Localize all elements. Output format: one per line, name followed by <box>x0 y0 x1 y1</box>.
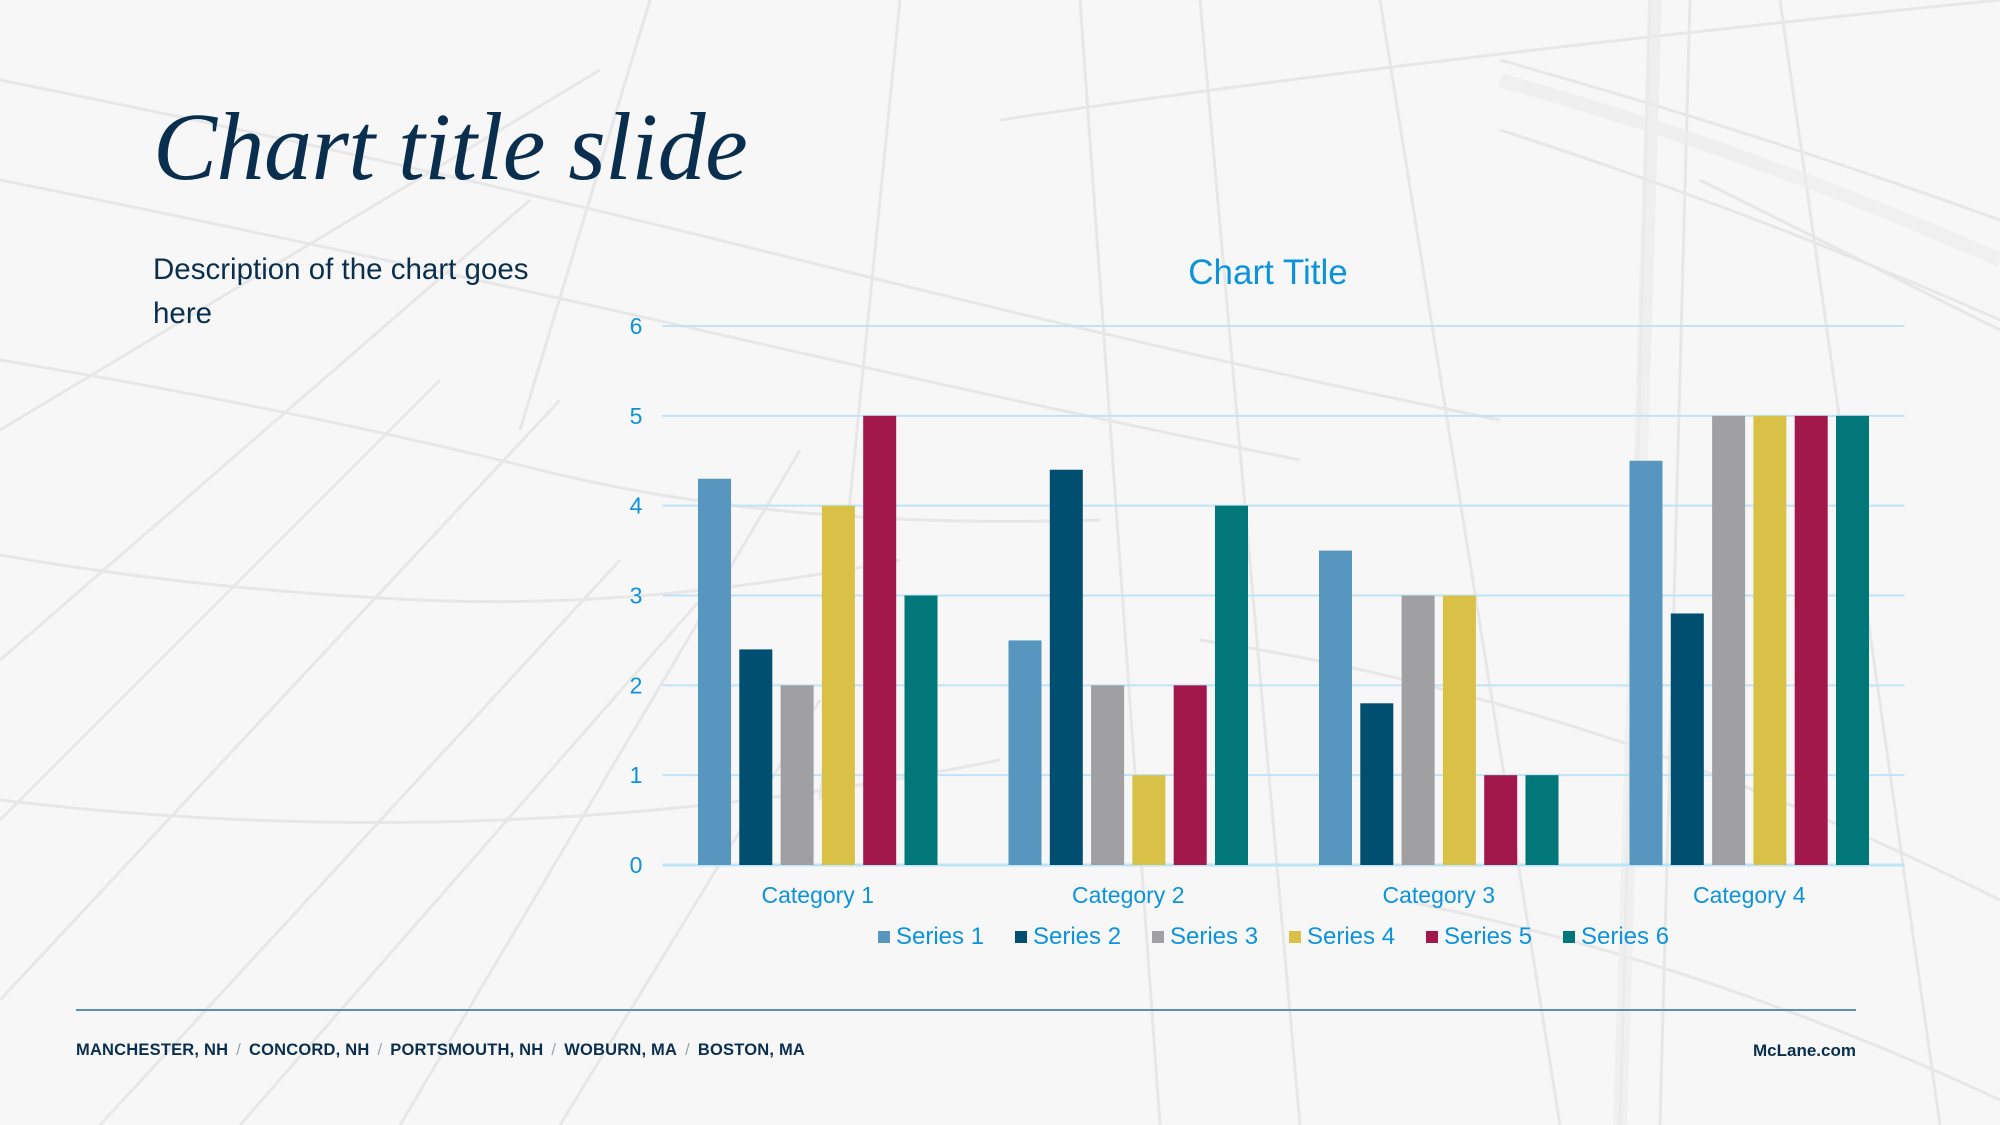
legend-item: Series 5 <box>1426 922 1532 952</box>
bar-series-2-category-1 <box>739 649 773 865</box>
legend-label: Series 2 <box>1033 923 1122 950</box>
legend-swatch-icon <box>1289 931 1301 943</box>
legend-label: Series 1 <box>896 923 985 950</box>
location-separator: / <box>685 1041 690 1059</box>
bar-series-4-category-3 <box>1442 595 1476 865</box>
legend-item: Series 4 <box>1289 922 1395 952</box>
bar-series-4-category-2 <box>1132 775 1166 865</box>
bar-series-5-category-1 <box>863 415 897 865</box>
bar-series-3-category-4 <box>1712 415 1746 865</box>
legend-swatch-icon <box>878 931 890 943</box>
location-separator: / <box>551 1041 557 1059</box>
legend-item: Series 3 <box>1152 922 1258 952</box>
bar-series-5-category-3 <box>1484 775 1518 865</box>
bar-series-2-category-3 <box>1360 703 1394 865</box>
legend-label: Series 6 <box>1581 923 1670 950</box>
y-tick-label: 6 <box>630 313 643 339</box>
office-location: CONCORD, NH <box>249 1041 370 1059</box>
legend-label: Series 3 <box>1170 923 1259 950</box>
y-tick-label: 5 <box>630 403 643 429</box>
bar-series-4-category-1 <box>821 505 855 865</box>
location-separator: / <box>236 1041 242 1059</box>
bar-series-6-category-3 <box>1525 775 1559 865</box>
y-tick-label: 1 <box>630 762 643 788</box>
office-location: WOBURN, MA <box>564 1041 678 1059</box>
legend-label: Series 5 <box>1444 923 1533 950</box>
office-location: MANCHESTER, NH <box>76 1041 229 1059</box>
chart-title: Chart Title <box>1188 253 1348 292</box>
legend-swatch-icon <box>1015 931 1027 943</box>
bar-series-1-category-1 <box>698 478 731 865</box>
location-separator: / <box>377 1041 383 1059</box>
chart-legend: Series 1 Series 2 Series 3 Series 4 Series 5… <box>0 922 2000 952</box>
bar-series-5-category-4 <box>1794 415 1828 865</box>
y-tick-label: 3 <box>630 583 643 609</box>
website-link[interactable]: McLane.com <box>1753 1041 1856 1060</box>
y-tick-label: 4 <box>630 493 643 519</box>
category-label: Category 1 <box>761 882 874 908</box>
bar-series-6-category-2 <box>1215 505 1248 865</box>
office-locations: MANCHESTER, NH / CONCORD, NH / PORTSMOUTH, N… <box>76 1041 805 1060</box>
y-tick-label: 2 <box>630 672 643 698</box>
office-location: BOSTON, MA <box>697 1041 806 1059</box>
footer-divider <box>76 1009 1856 1011</box>
legend-item: Series 2 <box>1015 922 1121 952</box>
legend-item: Series 6 <box>1563 922 1669 952</box>
bar-series-5-category-2 <box>1173 685 1207 865</box>
bar-series-3-category-2 <box>1091 685 1125 865</box>
bar-series-3-category-1 <box>780 685 814 865</box>
bar-series-4-category-4 <box>1753 415 1787 865</box>
legend-swatch-icon <box>1563 931 1575 943</box>
bar-series-6-category-4 <box>1836 415 1869 865</box>
legend-label: Series 4 <box>1307 923 1396 950</box>
bar-series-1-category-3 <box>1319 550 1352 865</box>
y-tick-label: 0 <box>630 852 643 878</box>
category-label: Category 2 <box>1072 882 1185 908</box>
chart-description: Description of the chart goes here <box>153 253 529 330</box>
slide-title: Chart title slide <box>153 93 748 200</box>
category-label: Category 4 <box>1693 882 1806 908</box>
bar-series-1-category-2 <box>1008 640 1042 865</box>
bar-series-3-category-3 <box>1401 595 1435 865</box>
office-location: PORTSMOUTH, NH <box>390 1041 544 1059</box>
legend-swatch-icon <box>1426 931 1438 943</box>
legend-swatch-icon <box>1152 931 1164 943</box>
bar-series-2-category-2 <box>1049 469 1083 865</box>
legend-item: Series 1 <box>878 922 984 952</box>
bar-series-1-category-4 <box>1629 460 1663 865</box>
category-label: Category 3 <box>1382 882 1495 908</box>
bar-series-2-category-4 <box>1670 613 1704 865</box>
bar-series-6-category-1 <box>904 595 938 865</box>
